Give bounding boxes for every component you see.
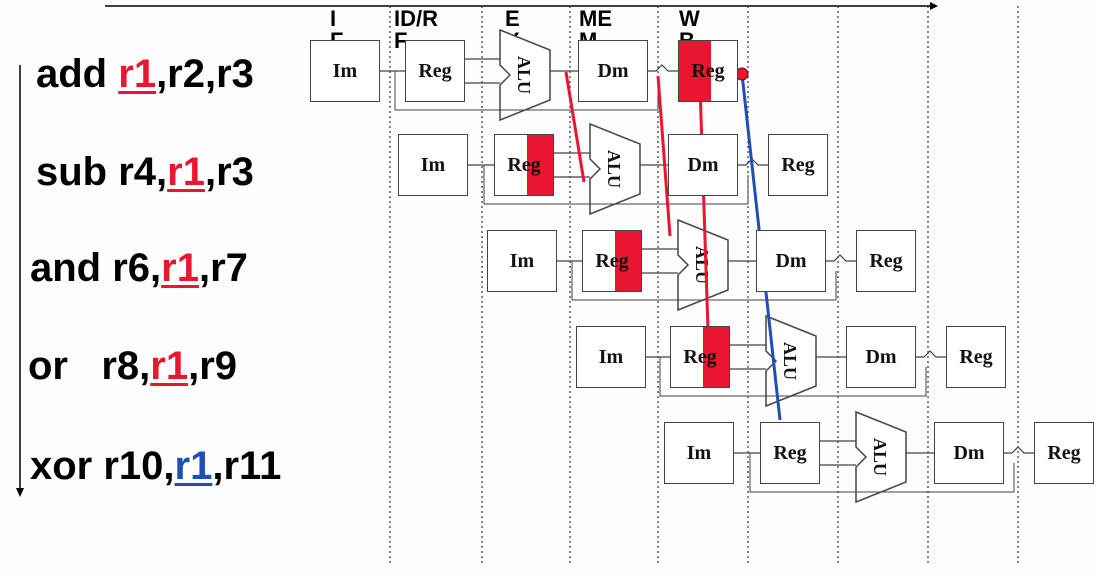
datapath-wire xyxy=(916,350,946,358)
instruction-or: or r8,r1,r9 xyxy=(28,344,238,388)
hazard-highlight xyxy=(614,231,641,291)
register-file-write-block: Reg xyxy=(856,230,916,292)
register-file-read-block: Reg xyxy=(582,230,642,292)
block-label: Reg xyxy=(781,153,815,176)
reg-r1-src: r1 xyxy=(161,246,199,290)
block-label: Reg xyxy=(418,59,452,82)
block-label: Im xyxy=(420,153,446,176)
instruction-memory-block: Im xyxy=(310,40,380,102)
register-file-read-block: Reg xyxy=(494,134,554,196)
hazard-highlight xyxy=(702,327,729,387)
block-label: Im xyxy=(686,441,712,464)
hazard-highlight xyxy=(526,135,553,195)
hazard-line-2 xyxy=(656,75,672,237)
data-memory-block: Dm xyxy=(668,134,738,196)
alu-shape xyxy=(765,314,817,408)
block-label: Dm xyxy=(597,59,629,82)
bypass-wire xyxy=(659,357,927,397)
block-label: Im xyxy=(509,249,535,272)
instruction-memory-block: Im xyxy=(398,134,468,196)
block-label: Dm xyxy=(953,441,985,464)
alu-label: ALU xyxy=(604,150,624,188)
instruction-xor: xor r10,r1,r11 xyxy=(30,444,282,488)
hazard-line-1 xyxy=(564,71,586,183)
alu-label: ALU xyxy=(514,56,534,94)
alu-shape xyxy=(855,410,907,504)
block-label: Reg xyxy=(691,59,725,82)
instruction-memory-block: Im xyxy=(664,422,734,484)
hazard-line-3 xyxy=(698,85,710,331)
block-label: Im xyxy=(332,59,358,82)
hazard-highlight xyxy=(679,41,711,101)
reg-r1-src: r1 xyxy=(174,444,213,488)
block-label: Dm xyxy=(775,249,807,272)
reg-r1-src: r1 xyxy=(167,150,205,194)
stage-header-id: ID/R F xyxy=(394,6,438,53)
block-label: Reg xyxy=(683,345,717,368)
alu-shape xyxy=(677,218,729,312)
block-label: Reg xyxy=(1047,441,1081,464)
data-memory-block: Dm xyxy=(756,230,826,292)
alu-label: ALU xyxy=(692,246,712,284)
alu-label: ALU xyxy=(780,342,800,380)
time-axis-arrowhead xyxy=(930,2,938,10)
register-file-read-block: Reg xyxy=(405,40,465,102)
data-memory-block: Dm xyxy=(934,422,1004,484)
register-file-read-block: Reg xyxy=(670,326,730,388)
instruction-and: and r6,r1,r7 xyxy=(30,246,248,290)
block-label: Dm xyxy=(687,153,719,176)
block-label: Reg xyxy=(869,249,903,272)
program-order-arrowhead xyxy=(16,488,24,497)
register-file-write-block: Reg xyxy=(1034,422,1094,484)
alu-shape xyxy=(499,28,551,122)
datapath-wire xyxy=(826,254,856,262)
data-memory-block: Dm xyxy=(846,326,916,388)
register-file-read-block: Reg xyxy=(760,422,820,484)
reg-r1-dest: r1 xyxy=(118,52,157,96)
alu-label: ALU xyxy=(870,438,890,476)
bypass-wire xyxy=(571,261,837,301)
data-memory-block: Dm xyxy=(578,40,648,102)
instruction-add: add r1,r2,r3 xyxy=(36,52,254,96)
block-label: Reg xyxy=(507,153,541,176)
block-label: Reg xyxy=(959,345,993,368)
reg-r1-src: r1 xyxy=(150,344,189,388)
bypass-wire xyxy=(483,165,749,205)
alu-shape xyxy=(589,122,641,216)
block-label: Dm xyxy=(865,345,897,368)
register-file-write-block: Reg xyxy=(678,40,738,102)
block-label: Reg xyxy=(595,249,629,272)
register-file-write-block: Reg xyxy=(768,134,828,196)
register-file-write-block: Reg xyxy=(946,326,1006,388)
block-label: Reg xyxy=(773,441,807,464)
instruction-sub: sub r4,r1,r3 xyxy=(36,150,254,194)
datapath-wire xyxy=(648,64,678,72)
instruction-memory-block: Im xyxy=(487,230,557,292)
bypass-wire xyxy=(749,453,1015,493)
block-label: Im xyxy=(598,345,624,368)
instruction-memory-block: Im xyxy=(576,326,646,388)
datapath-wire xyxy=(1004,446,1034,454)
